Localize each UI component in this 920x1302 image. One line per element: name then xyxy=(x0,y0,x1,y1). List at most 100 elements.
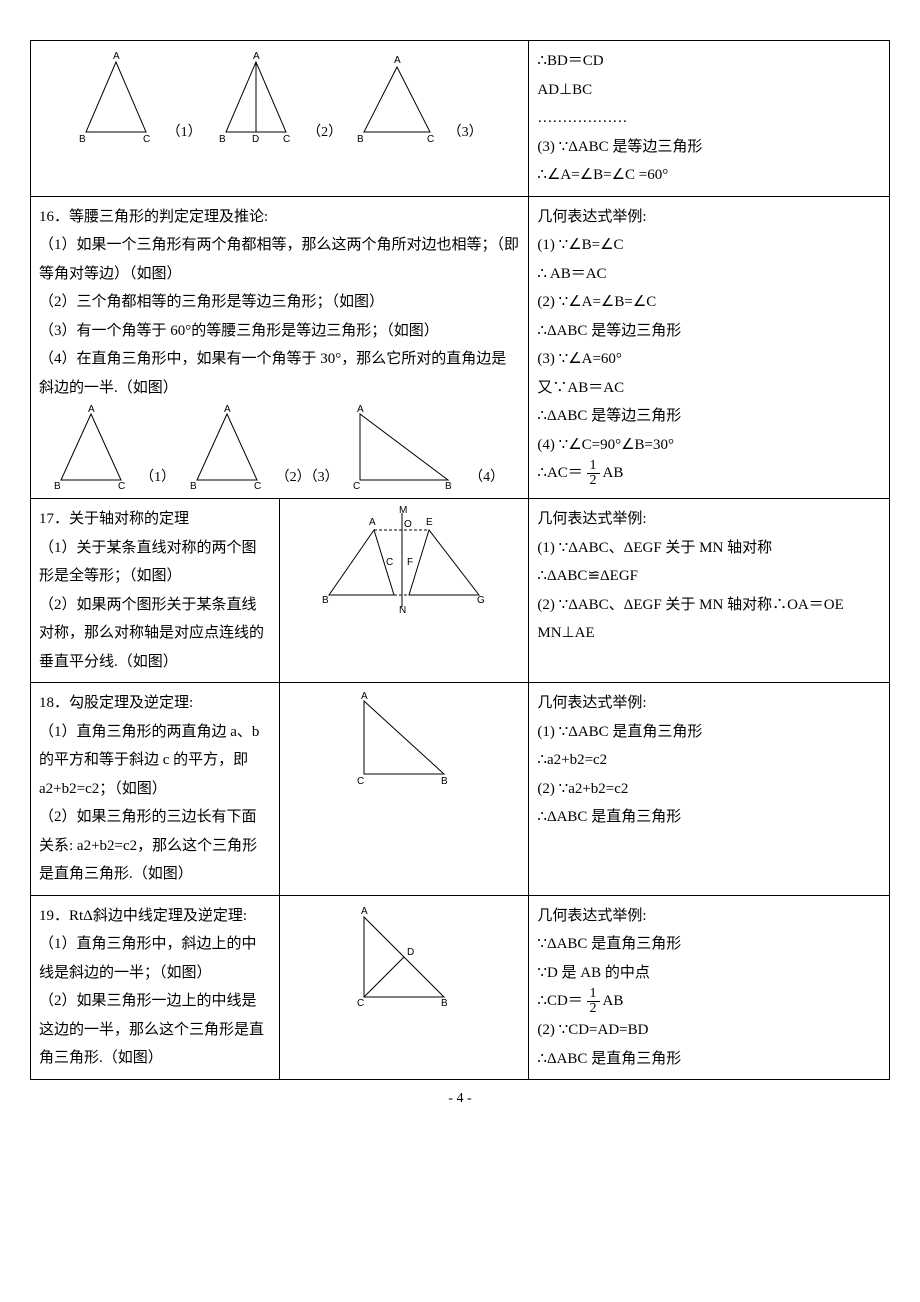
table-row: 17．关于轴对称的定理 （1）关于某条直线对称的两个图形是全等形；（如图） （2… xyxy=(31,499,890,683)
expr-line: ∴∠A=∠B=∠C =60° xyxy=(537,161,881,190)
svg-text:B: B xyxy=(219,134,226,145)
theorem-line: （4）在直角三角形中，如果有一个角等于 30°，那么它所对的直角边是斜边的一半.… xyxy=(39,345,520,402)
svg-text:B: B xyxy=(79,134,86,145)
expr-line: MN⊥AE xyxy=(537,619,881,648)
theorem-line: （1）关于某条直线对称的两个图形是全等形；（如图） xyxy=(39,534,271,591)
fraction: 1 2 xyxy=(587,987,600,1016)
fig-label: （4） xyxy=(469,470,504,485)
svg-text:A: A xyxy=(88,404,95,415)
svg-text:F: F xyxy=(407,557,413,568)
svg-text:A: A xyxy=(394,55,401,66)
svg-text:A: A xyxy=(224,404,231,415)
svg-text:E: E xyxy=(426,517,433,528)
expr-line: ∵D 是 AB 的中点 xyxy=(537,959,881,988)
fig-label: （2）（3） xyxy=(276,470,339,485)
expr-title: 几何表达式举例: xyxy=(537,689,881,718)
theorem-title: 17．关于轴对称的定理 xyxy=(39,505,271,534)
svg-text:A: A xyxy=(113,51,120,62)
table-row: A B C （1） A B D C （2） A xyxy=(31,41,890,197)
expr-line: (3) ∵∠A=60° xyxy=(537,345,881,374)
theorem-line: （1）直角三角形的两直角边 a、b 的平方和等于斜边 c 的平方，即 a2+b2… xyxy=(39,718,271,804)
expr-line: (3) ∵ΔABC 是等边三角形 xyxy=(537,133,881,162)
right-triangle-4-icon: A C B xyxy=(348,402,463,492)
expr-line: (1) ∵∠B=∠C xyxy=(537,231,881,260)
fig-label: （1） xyxy=(140,470,175,485)
expr-line: ∴BD＝CD xyxy=(537,47,881,76)
cell-right-18: 几何表达式举例: (1) ∵ΔABC 是直角三角形 ∴a2+b2=c2 (2) … xyxy=(529,683,890,896)
expr-line: ∴AC＝ 1 2 AB xyxy=(537,459,881,488)
cell-fig-18: A C B xyxy=(280,683,529,896)
svg-text:D: D xyxy=(252,134,259,145)
svg-text:C: C xyxy=(427,134,434,145)
expr-title: 几何表达式举例: xyxy=(537,505,881,534)
svg-text:C: C xyxy=(353,481,360,492)
svg-text:A: A xyxy=(369,517,376,528)
svg-text:B: B xyxy=(190,481,197,492)
cell-right-19: 几何表达式举例: ∵ΔABC 是直角三角形 ∵D 是 AB 的中点 ∴CD＝ 1… xyxy=(529,895,890,1080)
fig-label: （2） xyxy=(307,125,342,140)
expr-line: ∴a2+b2=c2 xyxy=(537,746,881,775)
expr-line: ∴ AB＝AC xyxy=(537,260,881,289)
svg-text:C: C xyxy=(386,557,393,568)
expr-line: ∴CD＝ 1 2 AB xyxy=(537,987,881,1016)
fig-label: （3） xyxy=(448,125,483,140)
expr-line: ∵ΔABC 是直角三角形 xyxy=(537,930,881,959)
svg-text:C: C xyxy=(118,481,125,492)
svg-text:A: A xyxy=(361,691,368,702)
cell-fig-17: M N A E O C F B G xyxy=(280,499,529,683)
triangle-abdc-icon: A B D C xyxy=(211,47,301,147)
svg-text:C: C xyxy=(357,776,364,787)
pythagoras-icon: A C B xyxy=(349,689,459,789)
svg-text:B: B xyxy=(445,481,452,492)
svg-text:A: A xyxy=(361,906,368,917)
theorem-line: （3）有一个角等于 60°的等腰三角形是等边三角形；（如图） xyxy=(39,317,520,346)
svg-text:C: C xyxy=(357,998,364,1009)
table-row: 16．等腰三角形的判定定理及推论: （1）如果一个三角形有两个角都相等，那么这两… xyxy=(31,196,890,499)
svg-text:N: N xyxy=(399,605,406,615)
cell-fig-19: A C B D xyxy=(280,895,529,1080)
theorem-line: （2）如果三角形的三边长有下面关系: a2+b2=c2，那么这个三角形是直角三角… xyxy=(39,803,271,889)
theorem-line: （2）如果两个图形关于某条直线对称，那么对称轴是对应点连线的垂直平分线.（如图） xyxy=(39,591,271,677)
triangle-abc-icon: A B C xyxy=(71,47,161,147)
expr-line: ∴ΔABC 是直角三角形 xyxy=(537,803,881,832)
expr-line: ∴ΔABC≌ΔEGF xyxy=(537,562,881,591)
expr-line: ∴ΔABC 是等边三角形 xyxy=(537,317,881,346)
fig-label: （1） xyxy=(167,125,202,140)
theorem-title: 18．勾股定理及逆定理: xyxy=(39,689,271,718)
median-icon: A C B D xyxy=(349,902,459,1012)
cell-left-16: 16．等腰三角形的判定定理及推论: （1）如果一个三角形有两个角都相等，那么这两… xyxy=(31,196,529,499)
svg-text:O: O xyxy=(404,519,412,530)
expr-line: (1) ∵ΔABC 是直角三角形 xyxy=(537,718,881,747)
expr-line: (1) ∵ΔABC、ΔEGF 关于 MN 轴对称 xyxy=(537,534,881,563)
svg-text:C: C xyxy=(283,134,290,145)
svg-text:M: M xyxy=(399,505,407,516)
expr-title: 几何表达式举例: xyxy=(537,203,881,232)
svg-text:B: B xyxy=(322,595,329,606)
svg-text:C: C xyxy=(254,481,261,492)
svg-text:B: B xyxy=(54,481,61,492)
svg-text:G: G xyxy=(477,595,485,606)
svg-text:A: A xyxy=(253,51,260,62)
axial-symmetry-icon: M N A E O C F B G xyxy=(319,505,489,615)
cell-left-17: 17．关于轴对称的定理 （1）关于某条直线对称的两个图形是全等形；（如图） （2… xyxy=(31,499,280,683)
table-row: 18．勾股定理及逆定理: （1）直角三角形的两直角边 a、b 的平方和等于斜边 … xyxy=(31,683,890,896)
expr-line: (2) ∵ΔABC、ΔEGF 关于 MN 轴对称∴OA＝OE xyxy=(537,591,881,620)
theorem-title: 19．RtΔ斜边中线定理及逆定理: xyxy=(39,902,271,931)
expr-line: AD⊥BC xyxy=(537,76,881,105)
isoceles-23-icon: A B C xyxy=(185,402,270,492)
cell-expr-top: ∴BD＝CD AD⊥BC ……………… (3) ∵ΔABC 是等边三角形 ∴∠A… xyxy=(529,41,890,197)
cell-left-18: 18．勾股定理及逆定理: （1）直角三角形的两直角边 a、b 的平方和等于斜边 … xyxy=(31,683,280,896)
svg-text:D: D xyxy=(407,947,414,958)
expr-line: ∴ΔABC 是等边三角形 xyxy=(537,402,881,431)
expr-line: (4) ∵∠C=90°∠B=30° xyxy=(537,431,881,460)
svg-text:C: C xyxy=(143,134,150,145)
triangle-equilateral-icon: A B C xyxy=(352,47,442,147)
expr-line: ……………… xyxy=(537,104,881,133)
theorem-line: （2）如果三角形一边上的中线是这边的一半，那么这个三角形是直角三角形.（如图） xyxy=(39,987,271,1073)
cell-left-19: 19．RtΔ斜边中线定理及逆定理: （1）直角三角形中，斜边上的中线是斜边的一半… xyxy=(31,895,280,1080)
table-row: 19．RtΔ斜边中线定理及逆定理: （1）直角三角形中，斜边上的中线是斜边的一半… xyxy=(31,895,890,1080)
svg-text:B: B xyxy=(357,134,364,145)
cell-right-16: 几何表达式举例: (1) ∵∠B=∠C ∴ AB＝AC (2) ∵∠A=∠B=∠… xyxy=(529,196,890,499)
isoceles-1-icon: A B C xyxy=(49,402,134,492)
expr-title: 几何表达式举例: xyxy=(537,902,881,931)
